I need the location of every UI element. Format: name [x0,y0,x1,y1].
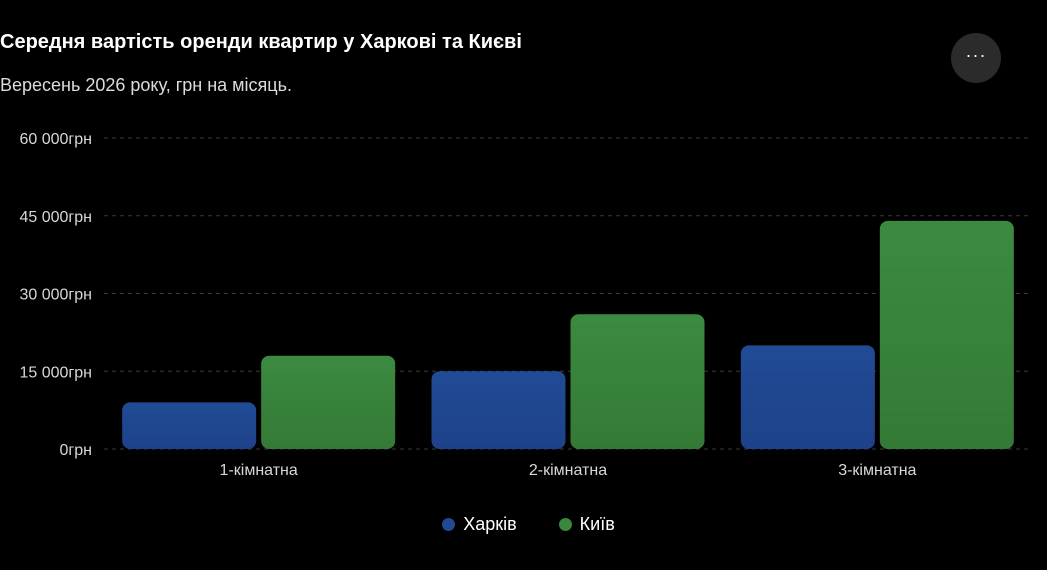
chart-menu-button[interactable]: ··· [951,33,1001,83]
x-tick-label: 2-кімнатна [529,462,607,479]
legend-swatch-icon [442,518,456,531]
bar-kharkiv-1[interactable] [122,402,257,449]
y-tick-label: 45 000грн [19,209,92,226]
y-tick-label: 0грн [60,442,92,459]
bar-kyiv-2[interactable] [570,314,705,449]
chart-legend: Харків Київ [0,514,1047,535]
legend-label: Київ [579,514,615,534]
y-tick-label: 15 000грн [19,364,92,381]
x-tick-label: 1-кімнатна [220,462,298,479]
chart-title: Середня вартість оренди квартир у Харков… [0,31,522,53]
y-tick-label: 30 000грн [19,287,92,304]
bar-kharkiv-2[interactable] [431,371,566,449]
y-tick-label: 60 000грн [19,131,92,148]
chart-subtitle: Вересень 2026 року, грн на місяць. [0,75,292,95]
x-tick-label: 3-кімнатна [838,462,916,479]
bar-kyiv-1[interactable] [261,355,396,449]
legend-swatch-icon [558,518,572,531]
legend-item-kyiv[interactable]: Київ [558,514,615,535]
legend-label: Харків [463,514,517,534]
more-horizontal-icon: ··· [965,45,987,65]
legend-item-kharkiv[interactable]: Харків [442,514,517,535]
bar-kharkiv-3[interactable] [740,345,875,449]
bar-kyiv-3[interactable] [879,220,1014,449]
bar-chart: 0грн 15 000грн 30 000грн 45 000грн 60 000грн… [19,131,1032,479]
